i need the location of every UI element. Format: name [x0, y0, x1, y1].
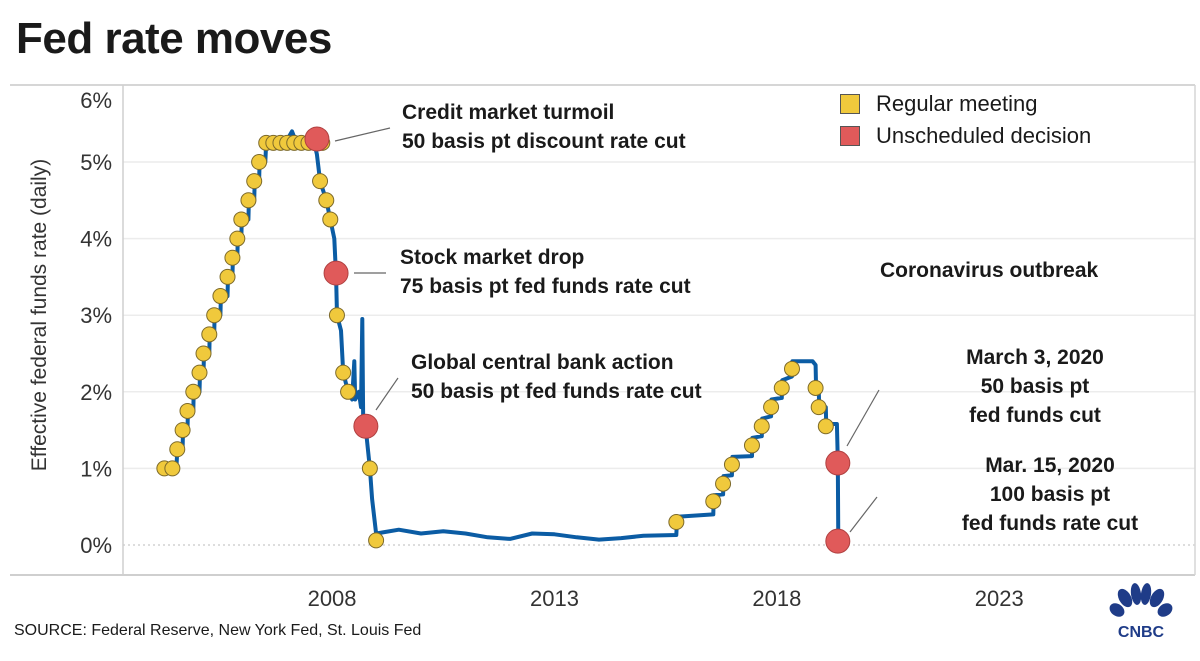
regular-meeting-point — [195, 345, 212, 362]
legend: Regular meeting Unscheduled decision — [840, 88, 1091, 152]
regular-meeting-point — [191, 364, 208, 381]
regular-meeting-point — [817, 418, 834, 435]
annotation-line: Mar. 15, 2020 — [985, 454, 1115, 477]
annotation-coronavirus: Coronavirus outbreak — [880, 256, 1098, 285]
annotation-line: March 3, 2020 — [966, 346, 1104, 369]
x-tick-label: 2018 — [752, 586, 801, 611]
regular-meeting-point — [807, 379, 824, 396]
y-tick-label: 0% — [80, 533, 112, 558]
x-tick-label: 2013 — [530, 586, 579, 611]
regular-meeting-point — [206, 307, 223, 324]
leader-line-march15 — [849, 496, 878, 533]
regular-meeting-point — [224, 249, 241, 266]
y-tick-label: 1% — [80, 456, 112, 481]
regular-meeting-point — [368, 532, 385, 549]
regular-meeting-point — [229, 230, 246, 247]
logo-text: CNBC — [1118, 624, 1165, 640]
regular-meeting-point — [723, 456, 740, 473]
regular-meeting-point — [251, 154, 268, 170]
regular-meeting-point — [322, 211, 339, 228]
unscheduled-decision-point — [304, 126, 330, 152]
source-note: SOURCE: Federal Reserve, New York Fed, S… — [14, 622, 422, 639]
regular-meeting-point — [361, 460, 378, 477]
annotation-line: Coronavirus outbreak — [880, 259, 1099, 282]
regular-meeting-point — [743, 437, 760, 454]
regular-meeting-point — [335, 364, 352, 381]
annotation-line: 75 basis pt fed funds rate cut — [400, 275, 691, 298]
regular-meeting-point — [219, 268, 236, 285]
y-tick-label: 4% — [80, 227, 112, 252]
regular-meeting-point — [169, 441, 186, 458]
x-tick-label: 2008 — [308, 586, 357, 611]
annotation-line: 100 basis pt — [989, 483, 1111, 506]
annotation-line: Credit market turmoil — [402, 101, 615, 124]
regular-meeting-point — [201, 326, 218, 343]
legend-label: Regular meeting — [876, 91, 1038, 116]
unscheduled-decision-point — [825, 450, 851, 476]
cnbc-peacock-logo: CNBC — [1109, 583, 1173, 640]
regular-meeting-point — [783, 360, 800, 377]
unscheduled-decision-point — [825, 528, 851, 554]
regular-meeting-point — [233, 211, 250, 228]
legend-label: Unscheduled decision — [876, 123, 1092, 148]
x-tick-label: 2023 — [975, 586, 1024, 611]
y-tick-label: 2% — [80, 380, 112, 405]
regular-meeting-point — [763, 399, 780, 416]
regular-meeting-point — [328, 307, 345, 324]
regular-meeting-point — [773, 379, 790, 396]
annotation-march-15: Mar. 15, 2020 100 basis pt fed funds rat… — [935, 451, 1165, 538]
annotation-credit-market: Credit market turmoil 50 basis pt discou… — [402, 98, 686, 156]
y-axis-label: Effective federal funds rate (daily) — [28, 158, 51, 472]
annotation-global-bank: Global central bank action 50 basis pt f… — [411, 348, 702, 406]
regular-meeting-point — [753, 418, 770, 435]
regular-meeting-point — [668, 514, 685, 531]
regular-meeting-point — [164, 460, 181, 477]
leader-line-credit — [334, 127, 391, 142]
y-tick-label: 6% — [80, 88, 112, 113]
chart-title: Fed rate moves — [16, 14, 332, 63]
regular-meeting-point — [185, 383, 202, 400]
regular-meeting-point — [240, 192, 257, 209]
regular-meeting-point — [212, 288, 229, 305]
leader-line-march3 — [846, 389, 880, 447]
regular-meeting-point — [810, 399, 827, 416]
regular-meeting-point — [318, 192, 335, 209]
annotation-line: 50 basis pt discount rate cut — [402, 130, 686, 153]
regular-meeting-point — [246, 173, 263, 190]
annotation-line: Stock market drop — [400, 246, 585, 269]
annotation-stock-market: Stock market drop 75 basis pt fed funds … — [400, 243, 691, 301]
y-tick-label: 3% — [80, 303, 112, 328]
y-tick-label: 5% — [80, 150, 112, 175]
legend-item-regular: Regular meeting — [840, 88, 1091, 120]
regular-meeting-point — [705, 493, 722, 510]
regular-meeting-point — [340, 383, 357, 400]
unscheduled-decision-swatch — [840, 126, 860, 146]
leader-line-global — [375, 377, 399, 411]
regular-meeting-point — [312, 173, 329, 190]
effective-rate-line — [163, 129, 841, 542]
annotation-line: 50 basis pt — [980, 375, 1090, 398]
annotation-line: fed funds cut — [969, 404, 1101, 427]
annotation-march-3: March 3, 2020 50 basis pt fed funds cut — [935, 343, 1135, 430]
regular-meeting-point — [174, 422, 191, 439]
legend-item-unscheduled: Unscheduled decision — [840, 120, 1091, 152]
annotation-line: Global central bank action — [411, 351, 674, 374]
annotation-line: fed funds rate cut — [961, 512, 1139, 535]
unscheduled-decision-point — [323, 260, 349, 286]
annotation-line: 50 basis pt fed funds rate cut — [411, 380, 702, 403]
unscheduled-decision-point — [353, 413, 379, 439]
regular-meeting-point — [179, 402, 196, 419]
regular-meeting-point — [715, 475, 732, 492]
regular-meeting-swatch — [840, 94, 860, 114]
